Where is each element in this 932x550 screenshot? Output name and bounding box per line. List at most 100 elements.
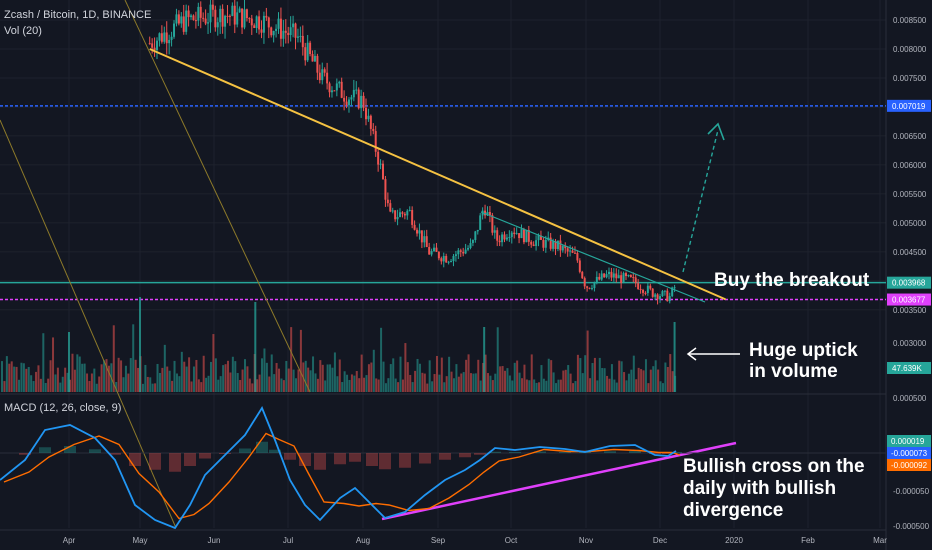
- volume-bar: [375, 378, 378, 392]
- candle-body: [153, 47, 156, 51]
- volume-bar: [90, 373, 93, 392]
- volume-current-tag-label: 47.639K: [892, 364, 922, 373]
- volume-bar: [426, 383, 429, 392]
- macd-histogram-bar: [314, 453, 326, 470]
- candle-body: [275, 28, 278, 32]
- volume-bar: [10, 361, 13, 392]
- candle-body: [345, 101, 348, 106]
- candle-body: [425, 236, 428, 248]
- candle-body: [347, 99, 350, 106]
- candle-body: [245, 9, 248, 19]
- volume-bar: [504, 370, 507, 392]
- volume-bar: [324, 380, 327, 392]
- candle-body: [661, 291, 664, 297]
- volume-bar: [180, 351, 183, 392]
- candle-body: [423, 236, 426, 243]
- candle-body: [289, 27, 292, 36]
- macd-indicator-label[interactable]: MACD (12, 26, close, 9): [4, 402, 122, 414]
- volume-bar: [348, 379, 351, 392]
- candle-body: [168, 39, 171, 44]
- time-axis[interactable]: Apr May Jun Jul Aug Sep Oct Nov Dec 2020 Feb Mar: [63, 536, 887, 545]
- candle-body: [292, 23, 295, 28]
- volume-bar: [601, 368, 604, 392]
- candle-body: [598, 276, 601, 280]
- volume-arrow-head: [686, 347, 697, 361]
- candle-body: [399, 212, 402, 218]
- macd-histogram-bar: [419, 453, 431, 464]
- candle-body: [382, 163, 384, 180]
- volume-bar: [333, 352, 336, 392]
- volume-bar: [574, 381, 577, 392]
- candle-body: [476, 229, 479, 232]
- candle-body: [454, 254, 457, 257]
- volume-bar: [66, 372, 69, 392]
- trendline-resistance: [149, 48, 727, 301]
- candle-body: [306, 42, 309, 61]
- candle-body: [433, 247, 436, 252]
- candle-body: [535, 240, 538, 246]
- volume-bar: [443, 382, 446, 392]
- candle-body: [564, 245, 567, 249]
- volume-bar: [435, 355, 438, 392]
- candle-body: [416, 229, 419, 234]
- volume-bar: [137, 367, 140, 392]
- volume-bar: [521, 378, 524, 392]
- candle-body: [437, 251, 440, 259]
- price-axis[interactable]: 0.0085000.0080000.0075000.0070000.006500…: [887, 16, 931, 531]
- volume-bar: [217, 379, 220, 392]
- drawings[interactable]: [0, 0, 740, 529]
- candle-body: [566, 248, 569, 252]
- candle-body: [199, 6, 202, 18]
- candle-body: [510, 232, 513, 237]
- volume-bar: [246, 366, 249, 392]
- volume-bar: [346, 374, 349, 392]
- candle-body: [270, 27, 273, 36]
- volume-bar: [231, 356, 234, 392]
- volume-bar: [452, 378, 455, 392]
- macd-histogram-bar: [334, 453, 346, 465]
- volume-bar: [42, 333, 45, 392]
- volume-bar: [278, 368, 281, 392]
- candle-body: [258, 16, 261, 30]
- macd-histogram-bar: [239, 448, 251, 453]
- volume-bar: [552, 372, 555, 392]
- volume-bar: [173, 360, 176, 392]
- volume-bar: [3, 381, 6, 392]
- volume-bar: [178, 376, 181, 392]
- time-tick-label: Oct: [505, 536, 518, 545]
- volume-spike: [139, 297, 141, 392]
- volume-bar: [467, 354, 470, 392]
- volume-bar: [572, 383, 575, 392]
- volume-bar: [47, 378, 50, 392]
- breakout-arrow-head: [707, 122, 725, 141]
- volume-bar: [416, 358, 419, 392]
- candle-body: [539, 235, 542, 240]
- volume-bar: [78, 356, 81, 392]
- volume-bar: [265, 362, 268, 392]
- candle-body: [603, 273, 606, 278]
- candle-body: [479, 215, 482, 230]
- volume-bar: [117, 357, 120, 392]
- candle-body: [663, 290, 666, 292]
- volume-bar: [533, 379, 536, 392]
- volume-bar: [666, 367, 669, 392]
- candle-body: [581, 271, 584, 279]
- annotation-volume-line2: in volume: [749, 361, 838, 382]
- candle-body: [284, 30, 287, 33]
- volume-bar: [59, 382, 62, 392]
- macd-value-tag: [887, 447, 931, 459]
- volume-bar: [623, 372, 626, 392]
- candle-body: [486, 211, 489, 216]
- volume-bar: [98, 376, 101, 392]
- volume-bar: [518, 372, 521, 392]
- volume-bar: [535, 382, 538, 392]
- volume-indicator-label[interactable]: Vol (20): [4, 25, 42, 37]
- volume-bar: [654, 360, 657, 392]
- macd-histogram-bar: [109, 453, 121, 455]
- volume-bar: [545, 380, 548, 392]
- volume-bar: [640, 369, 643, 392]
- grid: [0, 0, 887, 550]
- macd-value-tag-label: -0.000073: [891, 449, 928, 458]
- candle-body: [413, 224, 416, 230]
